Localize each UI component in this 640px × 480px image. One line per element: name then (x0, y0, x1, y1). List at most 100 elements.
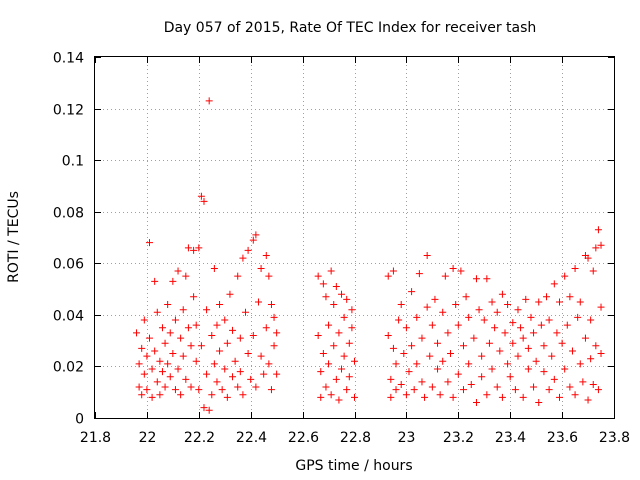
data-point-plus (452, 301, 460, 309)
data-point-plus (252, 383, 260, 391)
data-point-plus (205, 97, 213, 105)
data-point-plus (208, 331, 216, 339)
data-point-plus (426, 352, 434, 360)
data-point-plus (584, 396, 592, 404)
data-point-plus (491, 324, 499, 332)
data-point-plus (556, 393, 564, 401)
data-point-plus (530, 383, 538, 391)
data-point-plus (400, 350, 408, 358)
data-point-plus (498, 290, 506, 298)
y-axis-tick-labels: 0 0.02 0.04 0.06 0.08 0.1 0.12 0.14 (53, 51, 84, 428)
data-point-plus (239, 254, 247, 262)
data-point-plus (558, 339, 566, 347)
data-point-plus (156, 357, 164, 365)
data-point-plus (535, 298, 543, 306)
data-point-plus (527, 313, 535, 321)
data-point-plus (158, 324, 166, 332)
data-point-plus (493, 308, 501, 316)
data-point-plus (550, 375, 558, 383)
data-point-plus (322, 293, 330, 301)
data-point-plus (584, 254, 592, 262)
data-point-plus (434, 339, 442, 347)
data-point-plus (457, 267, 465, 275)
data-point-plus (387, 393, 395, 401)
data-point-plus (470, 334, 478, 342)
x-tick-label: 23.6 (547, 430, 578, 446)
x-tick-label: 23.8 (599, 430, 630, 446)
data-point-plus (571, 391, 579, 399)
data-point-plus (257, 264, 265, 272)
data-point-plus (244, 350, 252, 358)
data-point-plus (543, 293, 551, 301)
grid-lines (95, 57, 614, 418)
data-point-plus (187, 383, 195, 391)
data-point-plus (504, 360, 512, 368)
data-point-plus (319, 280, 327, 288)
data-point-plus (413, 360, 421, 368)
data-point-plus (540, 342, 548, 350)
data-point-plus (568, 347, 576, 355)
data-point-plus (338, 290, 346, 298)
data-point-plus (203, 306, 211, 314)
data-point-plus (574, 313, 582, 321)
data-point-plus (561, 272, 569, 280)
data-point-plus (501, 329, 509, 337)
data-point-plus (187, 342, 195, 350)
data-point-plus (511, 386, 519, 394)
data-point-plus (402, 391, 410, 399)
data-point-plus (223, 393, 231, 401)
data-point-plus (556, 298, 564, 306)
data-point-plus (260, 370, 268, 378)
y-tick-label: 0 (75, 412, 84, 428)
data-point-plus (330, 301, 338, 309)
data-point-plus (535, 399, 543, 407)
data-point-plus (190, 293, 198, 301)
data-point-plus (171, 386, 179, 394)
data-point-plus (205, 406, 213, 414)
data-point-plus (449, 264, 457, 272)
data-point-plus (166, 329, 174, 337)
data-point-plus (145, 334, 153, 342)
data-point-plus (428, 383, 436, 391)
data-point-plus (184, 324, 192, 332)
data-point-plus (221, 365, 229, 373)
data-point-plus (343, 386, 351, 394)
x-axis-tick-labels: 21.8 22 22.2 22.4 22.6 22.8 23 23.2 23.4 23.6 23.8 (80, 430, 630, 446)
data-point-plus (138, 391, 146, 399)
data-point-plus (174, 267, 182, 275)
data-point-plus (208, 391, 216, 399)
data-point-plus (402, 324, 410, 332)
data-point-plus (592, 244, 600, 252)
data-point-plus (148, 393, 156, 401)
data-point-plus (140, 316, 148, 324)
data-point-plus (338, 365, 346, 373)
data-point-plus (483, 275, 491, 283)
data-point-plus (145, 239, 153, 247)
data-point-plus (537, 321, 545, 329)
data-point-plus (325, 321, 333, 329)
data-point-plus (493, 383, 501, 391)
data-point-plus (563, 321, 571, 329)
data-point-plus (439, 308, 447, 316)
data-point-plus (597, 241, 605, 249)
data-point-plus (322, 383, 330, 391)
data-point-plus (317, 393, 325, 401)
data-point-plus (210, 264, 218, 272)
data-point-plus (436, 391, 444, 399)
data-point-plus (462, 293, 470, 301)
data-point-plus (506, 373, 514, 381)
data-point-plus (514, 306, 522, 314)
data-point-plus (262, 252, 270, 260)
data-point-plus (226, 290, 234, 298)
data-point-plus (517, 324, 525, 332)
data-point-plus (195, 244, 203, 252)
data-point-plus (581, 334, 589, 342)
data-point-plus (151, 347, 159, 355)
data-point-plus (216, 347, 224, 355)
data-point-plus (478, 373, 486, 381)
data-point-plus (340, 352, 348, 360)
data-point-plus (273, 329, 281, 337)
data-point-plus (216, 301, 224, 309)
data-point-plus (444, 329, 452, 337)
data-point-plus (190, 246, 198, 254)
